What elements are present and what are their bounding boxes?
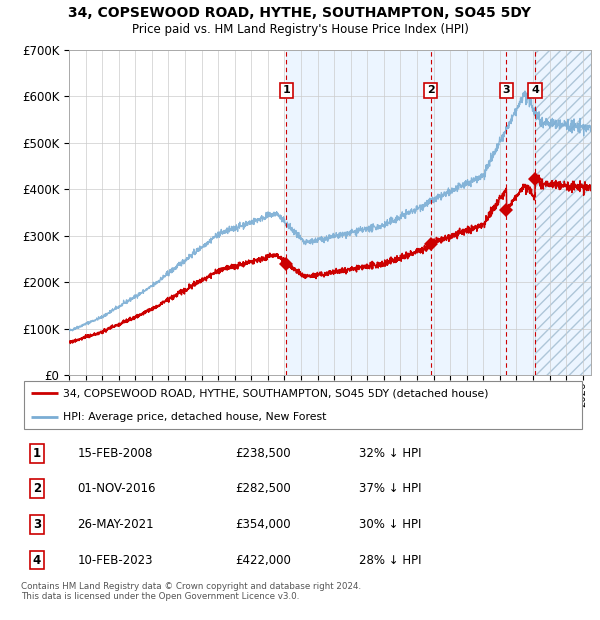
- Text: 32% ↓ HPI: 32% ↓ HPI: [359, 446, 422, 459]
- Text: £282,500: £282,500: [235, 482, 291, 495]
- Text: 4: 4: [531, 86, 539, 95]
- Text: 01-NOV-2016: 01-NOV-2016: [77, 482, 156, 495]
- Text: 3: 3: [33, 518, 41, 531]
- Text: HPI: Average price, detached house, New Forest: HPI: Average price, detached house, New …: [64, 412, 326, 422]
- Text: £354,000: £354,000: [235, 518, 291, 531]
- Text: £422,000: £422,000: [235, 554, 291, 567]
- Bar: [286, 50, 591, 375]
- Text: Contains HM Land Registry data © Crown copyright and database right 2024.
This d: Contains HM Land Registry data © Crown c…: [21, 582, 361, 601]
- Text: 2: 2: [33, 482, 41, 495]
- Text: 2: 2: [427, 86, 434, 95]
- Text: 10-FEB-2023: 10-FEB-2023: [77, 554, 153, 567]
- Text: 15-FEB-2008: 15-FEB-2008: [77, 446, 153, 459]
- Text: 28% ↓ HPI: 28% ↓ HPI: [359, 554, 422, 567]
- Text: 37% ↓ HPI: 37% ↓ HPI: [359, 482, 422, 495]
- Bar: [535, 50, 591, 375]
- Text: £238,500: £238,500: [235, 446, 291, 459]
- Text: 1: 1: [33, 446, 41, 459]
- Text: 34, COPSEWOOD ROAD, HYTHE, SOUTHAMPTON, SO45 5DY (detached house): 34, COPSEWOOD ROAD, HYTHE, SOUTHAMPTON, …: [64, 388, 489, 398]
- Text: 34, COPSEWOOD ROAD, HYTHE, SOUTHAMPTON, SO45 5DY: 34, COPSEWOOD ROAD, HYTHE, SOUTHAMPTON, …: [68, 6, 532, 20]
- Bar: [535, 50, 591, 375]
- Text: Price paid vs. HM Land Registry's House Price Index (HPI): Price paid vs. HM Land Registry's House …: [131, 23, 469, 36]
- Text: 30% ↓ HPI: 30% ↓ HPI: [359, 518, 422, 531]
- Text: 1: 1: [283, 86, 290, 95]
- Text: 4: 4: [32, 554, 41, 567]
- Text: 3: 3: [503, 86, 510, 95]
- FancyBboxPatch shape: [24, 381, 582, 430]
- Text: 26-MAY-2021: 26-MAY-2021: [77, 518, 154, 531]
